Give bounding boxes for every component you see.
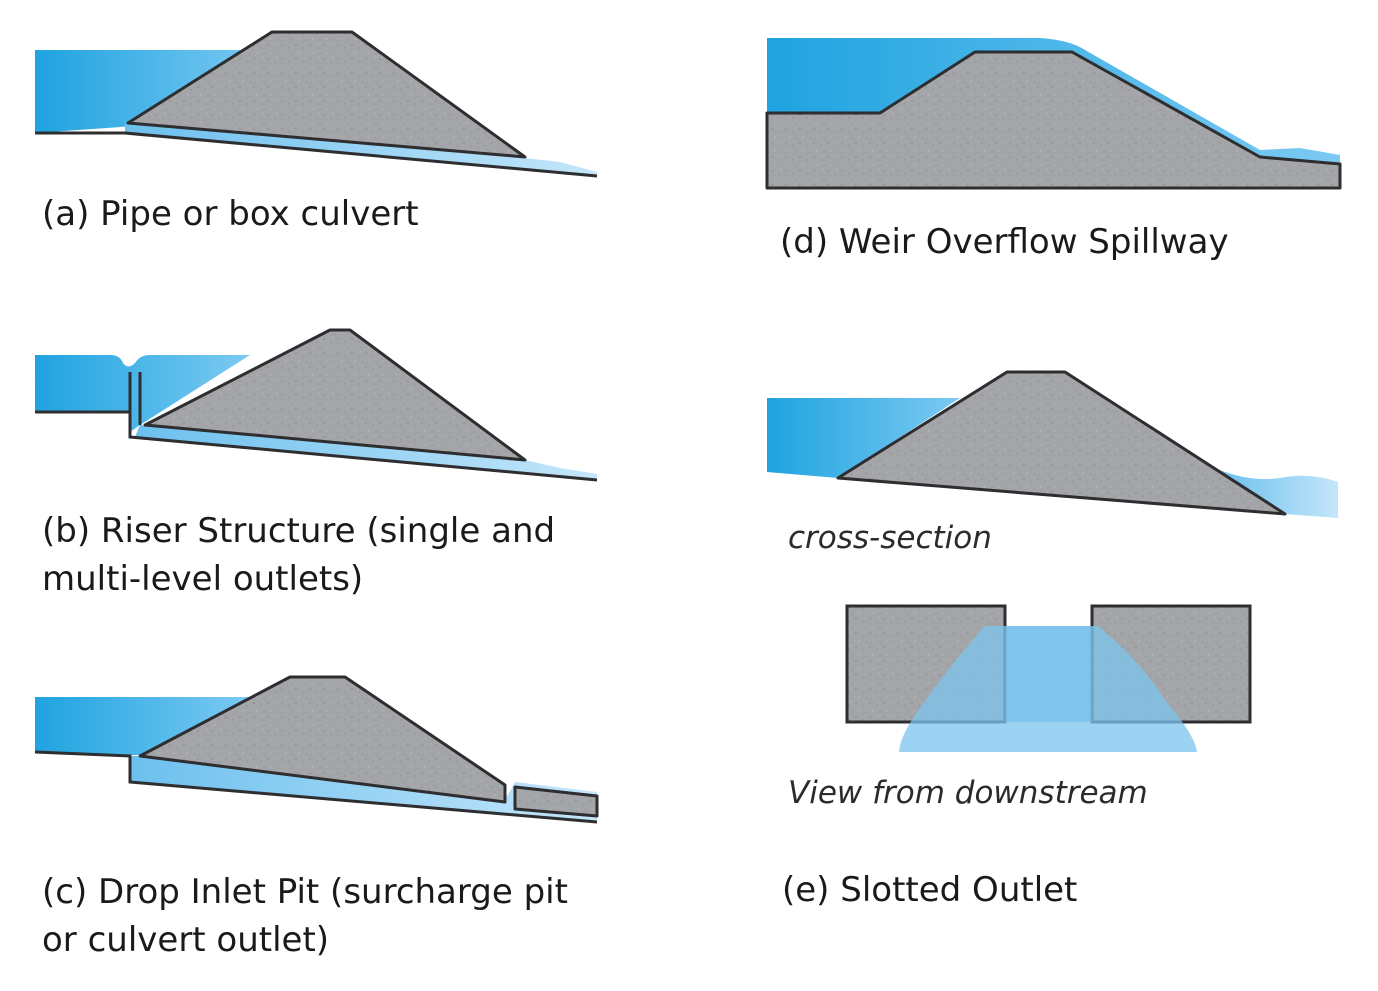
panel-d-upstream-water bbox=[767, 38, 1340, 165]
panel-c-embankment bbox=[138, 675, 507, 804]
caption-b-line1: (b) Riser Structure (single and bbox=[42, 511, 556, 551]
panel-b-riser-structure bbox=[35, 328, 598, 482]
panel-a-pipe-culvert bbox=[35, 30, 598, 178]
panel-c-outlet-pit bbox=[513, 785, 599, 818]
panel-c-drop-inlet-pit bbox=[34, 675, 599, 824]
panel-e-downstream-view bbox=[845, 604, 1252, 752]
panel-e-slot-core bbox=[1005, 626, 1092, 722]
panel-a-pipe-flow bbox=[125, 123, 597, 176]
caption-c-line2: or culvert outlet) bbox=[42, 920, 330, 960]
caption-d: (d) Weir Overflow Spillway bbox=[780, 222, 1229, 262]
cross-section-label: cross-section bbox=[788, 520, 992, 556]
panel-d-weir-spillway bbox=[765, 38, 1342, 190]
panel-e-cross-section bbox=[767, 370, 1338, 518]
panel-e-tailwater bbox=[1220, 470, 1338, 518]
panel-a-embankment bbox=[126, 30, 527, 159]
panel-a-pipe-invert bbox=[124, 131, 598, 178]
panel-e-embankment bbox=[836, 370, 1287, 516]
panel-c-pipe-flow bbox=[130, 756, 597, 822]
caption-c: (c) Drop Inlet Pit (surcharge pit or cul… bbox=[42, 868, 568, 964]
panel-b-embankment bbox=[143, 328, 527, 462]
downstream-view-label: View from downstream bbox=[788, 775, 1148, 811]
caption-a: (a) Pipe or box culvert bbox=[42, 194, 419, 234]
panel-d-weir-body bbox=[765, 50, 1342, 190]
panel-b-upstream-water bbox=[35, 355, 250, 432]
panel-c-pit-outline bbox=[34, 750, 598, 824]
caption-c-line1: (c) Drop Inlet Pit (surcharge pit bbox=[42, 872, 568, 912]
caption-b: (b) Riser Structure (single and multi-le… bbox=[42, 507, 555, 603]
panel-b-riser-pipe bbox=[35, 372, 598, 482]
caption-b-line2: multi-level outlets) bbox=[42, 559, 364, 599]
caption-e: (e) Slotted Outlet bbox=[782, 870, 1078, 910]
panel-b-pipe-flow bbox=[135, 425, 597, 480]
panel-e-upstream-water bbox=[767, 398, 960, 478]
panel-c-upstream-water bbox=[35, 697, 250, 755]
